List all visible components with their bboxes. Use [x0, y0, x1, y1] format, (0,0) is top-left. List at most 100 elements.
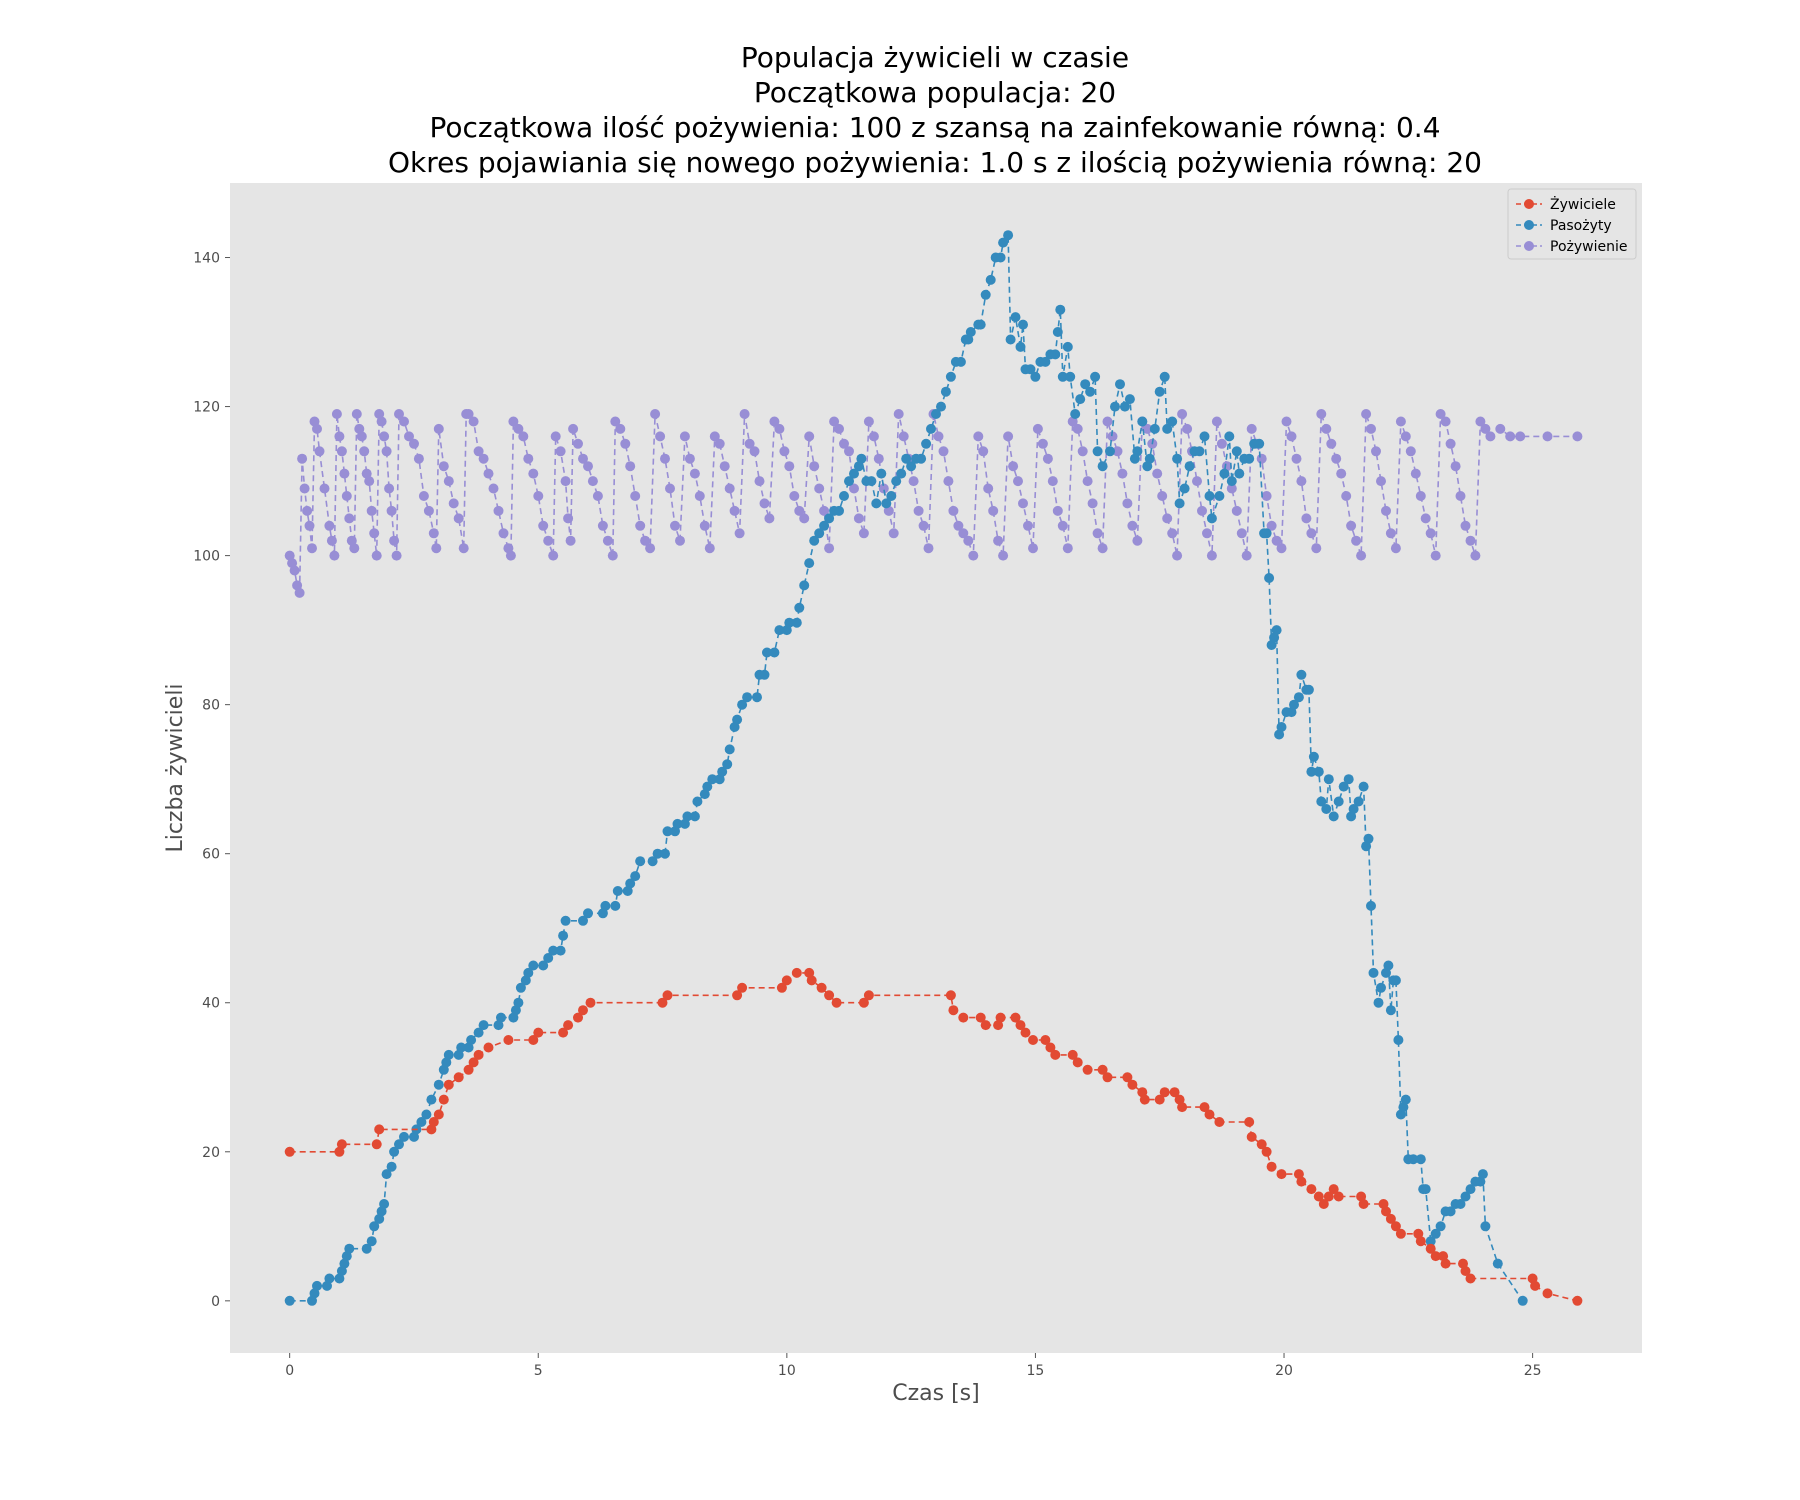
- data-point-zywiciele: [662, 990, 673, 1001]
- data-point-pasozyty: [692, 796, 703, 807]
- data-point-pasozyty: [1137, 416, 1148, 427]
- data-point-pasozyty: [1184, 461, 1195, 472]
- data-point-pasozyty: [784, 617, 795, 628]
- data-point-pozywienie: [488, 483, 499, 494]
- data-point-pasozyty: [578, 915, 588, 926]
- data-point-pasozyty: [1105, 446, 1115, 457]
- data-point-pozywienie: [998, 550, 1009, 561]
- data-point-pozywienie: [423, 505, 434, 516]
- data-point-pozywienie: [468, 416, 479, 427]
- data-point-pozywienie: [399, 416, 409, 427]
- data-point-pozywienie: [1445, 438, 1456, 449]
- data-point-pasozyty: [717, 766, 728, 777]
- data-point-pasozyty: [324, 1273, 335, 1284]
- data-point-pasozyty: [906, 461, 917, 472]
- data-point-pasozyty: [1289, 699, 1299, 710]
- data-point-pasozyty: [548, 945, 559, 956]
- data-point-pozywienie: [376, 416, 387, 427]
- data-point-pozywienie: [1420, 513, 1431, 524]
- data-point-pozywienie: [660, 453, 670, 464]
- data-point-pozywienie: [1336, 468, 1347, 479]
- data-point-zywiciele: [1244, 1117, 1255, 1127]
- data-point-pozywienie: [1092, 528, 1103, 539]
- data-point-pozywienie: [602, 535, 613, 546]
- data-point-pasozyty: [1517, 1295, 1528, 1306]
- data-point-pozywienie: [1162, 513, 1173, 524]
- data-point-pozywienie: [993, 535, 1004, 546]
- data-point-pasozyty: [752, 692, 762, 703]
- data-point-pasozyty: [1425, 1236, 1436, 1247]
- data-point-pasozyty: [625, 878, 636, 889]
- data-point-zywiciele: [483, 1042, 494, 1053]
- data-point-pozywienie: [769, 416, 780, 427]
- data-point-pozywienie: [369, 528, 380, 539]
- data-point-pasozyty: [819, 520, 830, 531]
- data-point-zywiciele: [1313, 1191, 1324, 1202]
- data-point-pozywienie: [543, 535, 554, 546]
- data-point-pasozyty: [866, 476, 877, 487]
- data-point-pozywienie: [1042, 453, 1053, 464]
- data-point-pozywienie: [1395, 416, 1406, 427]
- data-point-pozywienie: [297, 453, 308, 464]
- data-point-pozywienie: [1072, 423, 1083, 434]
- data-point-pozywienie: [824, 543, 835, 554]
- data-point-zywiciele: [1465, 1273, 1476, 1284]
- data-point-pasozyty: [1174, 498, 1185, 509]
- data-point-pasozyty: [682, 811, 693, 822]
- data-point-pasozyty: [844, 476, 854, 487]
- data-point-pozywienie: [1117, 468, 1128, 479]
- data-point-pozywienie: [550, 431, 561, 442]
- data-point-pozywienie: [587, 476, 598, 487]
- data-point-pasozyty: [466, 1035, 477, 1045]
- data-point-pozywienie: [331, 409, 342, 419]
- data-point-pozywienie: [319, 483, 330, 494]
- data-point-pozywienie: [709, 431, 720, 442]
- data-point-pasozyty: [1465, 1184, 1476, 1195]
- data-point-pasozyty: [1194, 446, 1205, 457]
- data-point-pozywienie: [858, 528, 869, 539]
- data-point-zywiciele: [806, 975, 817, 986]
- data-point-pasozyty: [1040, 356, 1051, 367]
- data-point-zywiciele: [1015, 1020, 1026, 1031]
- data-point-pozywienie: [1211, 416, 1222, 427]
- data-point-pasozyty: [652, 848, 663, 859]
- data-point-zywiciele: [1214, 1117, 1225, 1127]
- data-point-zywiciele: [1159, 1087, 1170, 1098]
- data-point-zywiciele: [1072, 1057, 1083, 1068]
- data-point-zywiciele: [1440, 1258, 1451, 1269]
- data-point-pasozyty: [1144, 453, 1155, 464]
- data-point-pasozyty: [600, 900, 611, 911]
- legend-label-zywiciele: Żywiciele: [1550, 195, 1616, 213]
- data-point-zywiciele: [463, 1064, 474, 1075]
- data-point-pasozyty: [1097, 461, 1108, 472]
- data-point-pozywienie: [366, 505, 377, 516]
- data-point-pozywienie: [645, 543, 656, 554]
- data-point-pasozyty: [931, 409, 941, 419]
- data-point-pasozyty: [433, 1079, 444, 1090]
- data-point-pozywienie: [694, 491, 705, 501]
- data-point-pozywienie: [1062, 543, 1073, 554]
- data-point-pozywienie: [1127, 520, 1138, 531]
- data-point-pasozyty: [528, 960, 539, 971]
- data-point-pasozyty: [1172, 453, 1183, 464]
- data-point-pozywienie: [381, 446, 392, 457]
- y-tick-label: 60: [202, 847, 220, 863]
- data-point-zywiciele: [1020, 1027, 1031, 1038]
- data-point-pasozyty: [1231, 446, 1242, 457]
- data-point-pozywienie: [463, 409, 474, 419]
- data-point-pasozyty: [1124, 394, 1135, 405]
- data-point-pasozyty: [543, 953, 554, 963]
- data-point-pozywienie: [1102, 416, 1113, 427]
- data-point-zywiciele: [473, 1049, 484, 1060]
- data-point-pasozyty: [985, 274, 996, 285]
- data-point-pasozyty: [1264, 573, 1275, 583]
- data-point-pozywienie: [844, 446, 854, 457]
- data-point-pasozyty: [759, 669, 770, 680]
- data-point-pozywienie: [1077, 446, 1088, 457]
- data-point-pozywienie: [356, 431, 367, 442]
- data-point-pozywienie: [1276, 543, 1287, 554]
- data-point-pasozyty: [1276, 722, 1287, 732]
- data-point-pozywienie: [1028, 543, 1038, 554]
- data-point-pozywienie: [1202, 528, 1212, 539]
